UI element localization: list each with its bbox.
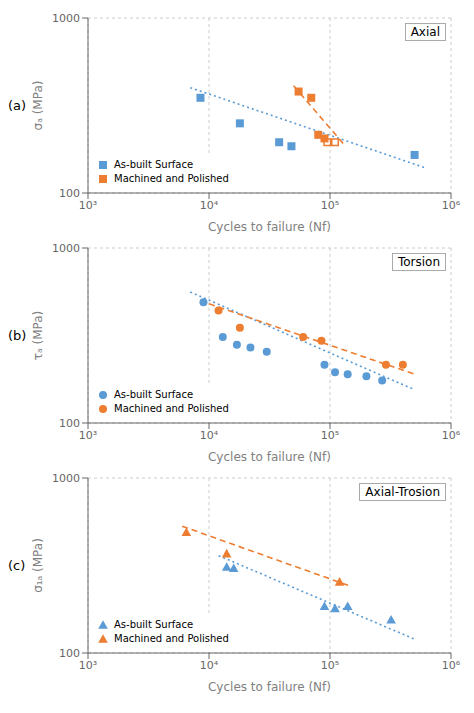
svg-text:100: 100 bbox=[59, 187, 80, 200]
html-text:(b): (b) bbox=[8, 327, 27, 343]
html-text:(c): (c) bbox=[8, 557, 26, 573]
svg-text:10³: 10³ bbox=[79, 429, 97, 442]
svg-text:10³: 10³ bbox=[79, 659, 97, 672]
svg-text:100: 100 bbox=[59, 417, 80, 430]
svg-text:σ₁ₐ (MPa): σ₁ₐ (MPa) bbox=[31, 538, 45, 593]
html-text:Torsion: Torsion bbox=[397, 255, 440, 269]
svg-text:1000: 1000 bbox=[52, 242, 80, 255]
svg-text:10³: 10³ bbox=[79, 199, 97, 212]
html-text:Axial-Trosion: Axial-Trosion bbox=[365, 485, 440, 499]
html-text:As-built Surface: As-built Surface bbox=[114, 159, 194, 170]
html-text:As-built Surface: As-built Surface bbox=[114, 619, 194, 630]
svg-text:Cycles to failure (Nf): Cycles to failure (Nf) bbox=[208, 220, 331, 234]
svg-text:τₐ (MPa): τₐ (MPa) bbox=[31, 311, 45, 361]
html-text:Axial: Axial bbox=[410, 25, 440, 39]
svg-text:10⁶: 10⁶ bbox=[442, 659, 461, 672]
svg-text:10⁶: 10⁶ bbox=[442, 199, 461, 212]
svg-text:10⁴: 10⁴ bbox=[200, 429, 219, 442]
svg-text:1000: 1000 bbox=[52, 12, 80, 25]
svg-text:10⁵: 10⁵ bbox=[321, 199, 339, 212]
html-text:Machined and Polished: Machined and Polished bbox=[114, 173, 229, 184]
svg-text:Cycles to failure (Nf): Cycles to failure (Nf) bbox=[208, 680, 331, 694]
svg-text:10⁵: 10⁵ bbox=[321, 429, 339, 442]
html-text:(a): (a) bbox=[8, 97, 27, 113]
html-text:As-built Surface: As-built Surface bbox=[114, 389, 194, 400]
svg-text:1000: 1000 bbox=[52, 472, 80, 485]
html-text:Machined and Polished: Machined and Polished bbox=[114, 403, 229, 414]
svg-text:100: 100 bbox=[59, 647, 80, 660]
svg-text:Cycles to failure (Nf): Cycles to failure (Nf) bbox=[208, 450, 331, 464]
svg-text:10⁴: 10⁴ bbox=[200, 659, 219, 672]
svg-text:10⁶: 10⁶ bbox=[442, 429, 461, 442]
svg-text:10⁴: 10⁴ bbox=[200, 199, 219, 212]
html-text:Machined and Polished: Machined and Polished bbox=[114, 633, 229, 644]
svg-text:σₐ (MPa): σₐ (MPa) bbox=[31, 81, 45, 131]
svg-text:10⁵: 10⁵ bbox=[321, 659, 339, 672]
